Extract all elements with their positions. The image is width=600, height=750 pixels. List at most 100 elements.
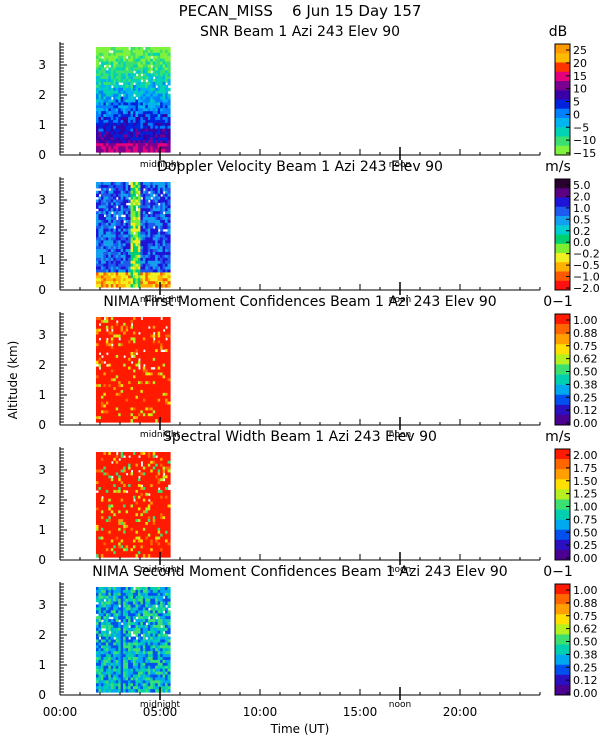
heatmap-cell [105,317,109,321]
heatmap-cell [165,498,169,503]
heatmap-cell [113,199,117,204]
heatmap-cell [103,457,107,462]
heatmap-cell [130,82,134,86]
heatmap-cell [123,413,127,417]
heatmap-cell [98,234,102,239]
heatmap-cell [135,522,139,526]
heatmap-cell [150,325,154,330]
heatmap-cell [120,222,124,227]
heatmap-cell [162,82,166,86]
heatmap-cell [142,492,146,497]
heatmap-cell [118,639,122,644]
heatmap-cell [98,190,102,195]
heatmap-cell [162,381,166,385]
heatmap-cell [133,263,137,268]
heatmap-cell [105,237,109,241]
heatmap-cell [96,182,100,186]
heatmap-cell [113,275,117,279]
heatmap-cell [110,522,114,526]
heatmap-cell [142,208,146,212]
heatmap-cell [152,392,156,397]
heatmap-cell [115,677,119,681]
heatmap-cell [115,513,119,517]
midnight-label: midnight [140,430,181,440]
heatmap-cell [165,501,169,506]
heatmap-cell [152,389,156,394]
heatmap-cell [155,519,159,523]
heatmap-cell [137,545,141,549]
heatmap-cell [135,47,139,51]
heatmap-cell [103,193,107,198]
heatmap-cell [110,542,114,546]
heatmap-cell [165,510,169,514]
heatmap-cell [147,228,151,233]
heatmap-cell [120,372,124,376]
heatmap-cell [167,375,171,379]
heatmap-cell [98,357,102,362]
heatmap-cell [123,96,127,101]
heatmap-cell [108,61,112,66]
heatmap-cell [167,551,171,555]
heatmap-cell [108,360,112,365]
heatmap-cell [160,484,164,488]
heatmap-cell [96,416,100,420]
heatmap-cell [157,90,161,95]
heatmap-cell [108,416,112,420]
heatmap-cell [162,149,166,153]
heatmap-cells [96,47,171,153]
heatmap-cell [96,487,100,491]
heatmap-cell [147,284,151,288]
heatmap-cell [103,196,107,201]
heatmap-cell [120,243,124,247]
heatmap-cell [142,325,146,330]
heatmap-cell [105,257,109,262]
heatmap-cell [123,357,127,362]
heatmap-cells [96,452,171,558]
colorbar-swatch [555,344,570,355]
heatmap-cell [100,492,104,497]
heatmap-cell [135,219,139,224]
heatmap-cell [96,99,100,104]
heatmap-cell [96,140,100,144]
heatmap-cell [123,501,127,506]
heatmap-cell [147,134,151,139]
heatmap-cell [130,111,134,115]
heatmap-cell [160,149,164,153]
heatmap-cell [152,234,156,239]
heatmap-cell [113,108,117,112]
heatmap-cell [160,252,164,256]
heatmap-cell [152,272,156,276]
heatmap-cell [133,137,137,141]
heatmap-cell [130,228,134,233]
heatmap-cell [160,328,164,333]
heatmap-cell [98,662,102,667]
heatmap-cell [98,149,102,153]
heatmap-cell [160,184,164,189]
colorbar-swatch [555,53,570,63]
colorbar-swatch [555,145,570,156]
heatmap-cell [150,219,154,224]
heatmap-cell [162,410,166,414]
heatmap-cell [113,187,117,192]
heatmap-cell [157,478,161,482]
heatmap-cell [123,319,127,324]
heatmap-cell [105,211,109,215]
heatmap-cell [103,507,107,511]
heatmap-cell [167,498,171,503]
heatmap-cell [125,328,129,333]
heatmap-cell [123,76,127,80]
heatmap-cell [103,677,107,681]
heatmap-cell [150,457,154,462]
heatmap-cell [137,372,141,376]
heatmap-cell [98,64,102,69]
heatmap-cell [96,545,100,549]
heatmap-cell [98,263,102,268]
heatmap-cell [142,472,146,476]
heatmap-cell [120,187,124,192]
heatmap-cell [118,219,122,224]
heatmap-cell [140,214,144,218]
heatmap-cell [125,58,129,63]
heatmap-cell [145,217,149,221]
heatmap-cell [125,325,129,330]
heatmap-cell [120,111,124,115]
